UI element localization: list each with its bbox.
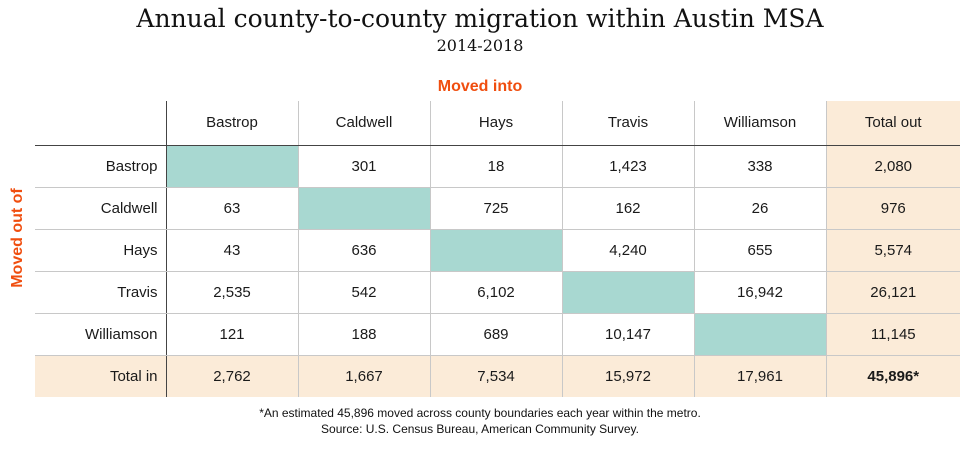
table-row: Williamson 121 188 689 10,147 11,145 xyxy=(35,312,960,356)
diagonal-cell xyxy=(693,312,827,356)
table-cell: 689 xyxy=(429,312,563,356)
footnote-line: *An estimated 45,896 moved across county… xyxy=(259,406,701,420)
chart-subtitle: 2014-2018 xyxy=(436,36,524,55)
total-out-cell: 11,145 xyxy=(825,312,960,356)
grand-total-cell: 45,896* xyxy=(825,354,960,397)
source-line: Source: U.S. Census Bureau, American Com… xyxy=(321,422,639,436)
table-cell: 6,102 xyxy=(429,270,563,314)
table-cell: 162 xyxy=(561,186,695,230)
column-header-caldwell: Caldwell xyxy=(297,101,431,146)
chart-title: Annual county-to-county migration within… xyxy=(136,4,824,33)
total-in-cell: 2,762 xyxy=(165,354,299,397)
total-out-cell: 2,080 xyxy=(825,144,960,188)
row-axis-label: Moved out of xyxy=(9,188,26,288)
corner-cell xyxy=(35,101,167,146)
total-out-cell: 976 xyxy=(825,186,960,230)
table-cell: 18 xyxy=(429,144,563,188)
column-header-total-out: Total out xyxy=(825,101,960,146)
table-cell: 1,423 xyxy=(561,144,695,188)
table-cell: 121 xyxy=(165,312,299,356)
table-cell: 4,240 xyxy=(561,228,695,272)
row-axis-label-wrap: Moved out of xyxy=(6,120,30,356)
migration-matrix: Bastrop Caldwell Hays Travis Williamson … xyxy=(35,101,960,397)
diagonal-cell xyxy=(297,186,431,230)
table-row: Caldwell 63 725 162 26 976 xyxy=(35,186,960,230)
column-header-hays: Hays xyxy=(429,101,563,146)
total-out-cell: 26,121 xyxy=(825,270,960,314)
table-cell: 43 xyxy=(165,228,299,272)
column-header-williamson: Williamson xyxy=(693,101,827,146)
table-cell: 725 xyxy=(429,186,563,230)
row-header-travis: Travis xyxy=(35,270,167,314)
table-cell: 188 xyxy=(297,312,431,356)
table-cell: 63 xyxy=(165,186,299,230)
table-cell: 26 xyxy=(693,186,827,230)
total-in-cell: 15,972 xyxy=(561,354,695,397)
table-row: Bastrop 301 18 1,423 338 2,080 xyxy=(35,144,960,188)
table-row: Travis 2,535 542 6,102 16,942 26,121 xyxy=(35,270,960,314)
table-cell: 10,147 xyxy=(561,312,695,356)
total-in-cell: 7,534 xyxy=(429,354,563,397)
table-cell: 636 xyxy=(297,228,431,272)
row-header-caldwell: Caldwell xyxy=(35,186,167,230)
table-row: Hays 43 636 4,240 655 5,574 xyxy=(35,228,960,272)
row-header-total-in: Total in xyxy=(35,354,167,397)
table-cell: 16,942 xyxy=(693,270,827,314)
diagonal-cell xyxy=(165,144,299,188)
header-row: Bastrop Caldwell Hays Travis Williamson … xyxy=(35,101,960,146)
column-header-bastrop: Bastrop xyxy=(165,101,299,146)
column-axis-label: Moved into xyxy=(437,78,523,95)
total-in-cell: 17,961 xyxy=(693,354,827,397)
column-header-travis: Travis xyxy=(561,101,695,146)
diagonal-cell xyxy=(429,228,563,272)
footnote: *An estimated 45,896 moved across county… xyxy=(0,405,960,437)
row-header-bastrop: Bastrop xyxy=(35,144,167,188)
table-cell: 2,535 xyxy=(165,270,299,314)
total-in-cell: 1,667 xyxy=(297,354,431,397)
table-cell: 542 xyxy=(297,270,431,314)
diagonal-cell xyxy=(561,270,695,314)
total-in-row: Total in 2,762 1,667 7,534 15,972 17,961 45,89… xyxy=(35,354,960,397)
row-header-williamson: Williamson xyxy=(35,312,167,356)
table-cell: 655 xyxy=(693,228,827,272)
table-cell: 338 xyxy=(693,144,827,188)
total-out-cell: 5,574 xyxy=(825,228,960,272)
table-cell: 301 xyxy=(297,144,431,188)
row-header-hays: Hays xyxy=(35,228,167,272)
